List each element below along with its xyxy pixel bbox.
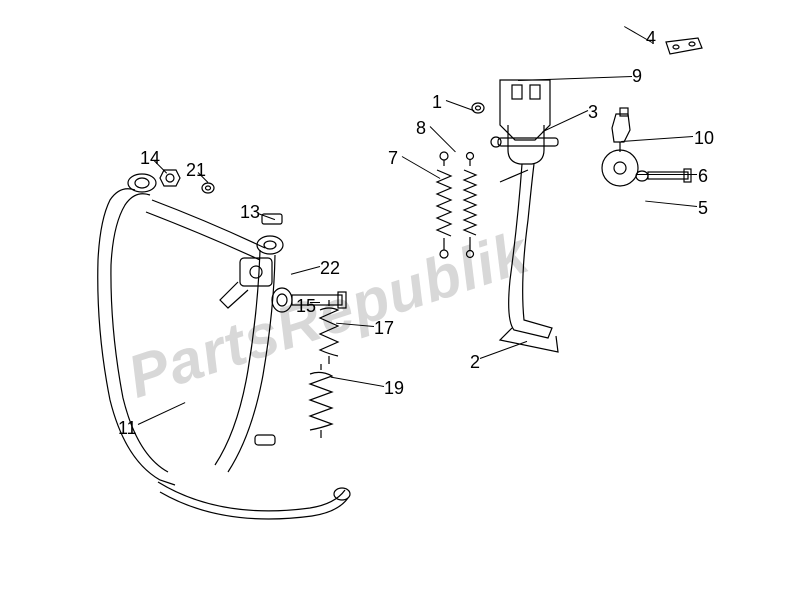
callout-label: 11 <box>118 418 137 439</box>
spring-7 <box>432 150 456 260</box>
diagram-canvas: PartsRepublik <box>0 0 800 600</box>
callout-label: 7 <box>388 148 398 169</box>
switch-assy <box>586 106 696 216</box>
callout-label: 4 <box>646 28 656 49</box>
callout-label: 19 <box>384 378 404 399</box>
washer-21 <box>200 180 216 196</box>
nut-14 <box>158 168 182 188</box>
spring-19 <box>306 362 336 440</box>
spring-8 <box>460 150 480 260</box>
callout-label: 10 <box>694 128 714 149</box>
callout-label: 17 <box>374 318 394 339</box>
callout-label: 3 <box>588 102 598 123</box>
callout-label: 1 <box>432 92 442 113</box>
callout-label: 22 <box>320 258 340 279</box>
callout-label: 6 <box>698 166 708 187</box>
callout-label: 8 <box>416 118 426 139</box>
callout-label: 9 <box>632 66 642 87</box>
plate-4 <box>662 34 706 58</box>
callout-label: 2 <box>470 352 480 373</box>
leader-line <box>637 174 697 175</box>
callout-label: 5 <box>698 198 708 219</box>
callout-label: 21 <box>186 160 206 181</box>
callout-label: 13 <box>240 202 260 223</box>
callout-label: 15 <box>296 296 316 317</box>
spring-17 <box>316 298 342 366</box>
callout-label: 14 <box>140 148 160 169</box>
